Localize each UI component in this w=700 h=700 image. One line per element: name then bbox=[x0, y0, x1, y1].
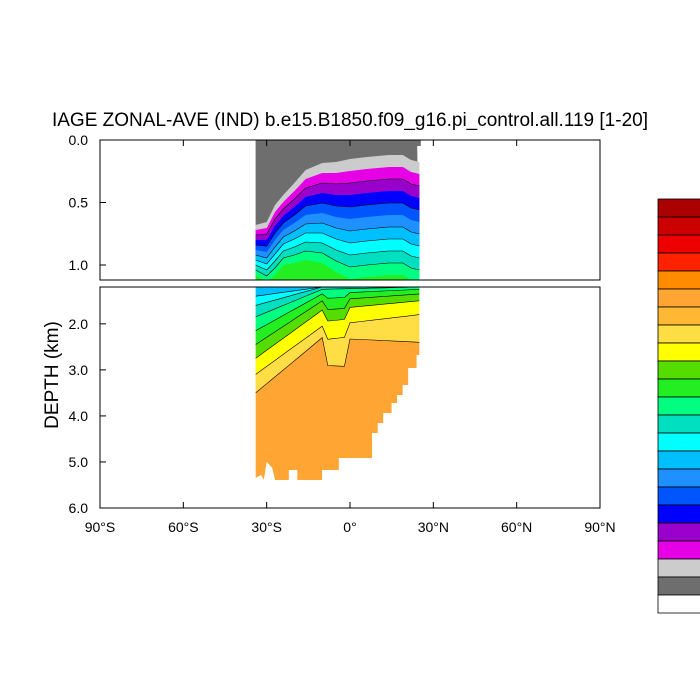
colorbar-legend bbox=[657, 198, 700, 614]
chart-title: IAGE ZONAL-AVE (IND) b.e15.B1850.f09_g16… bbox=[52, 110, 648, 131]
y-tick-label: 3.0 bbox=[69, 362, 89, 378]
contour-line bbox=[255, 293, 420, 345]
x-tick-label: 60°S bbox=[168, 519, 199, 535]
y-axis-label: DEPTH (km) bbox=[42, 321, 63, 429]
contour-line bbox=[255, 241, 420, 271]
colorbar-swatch bbox=[657, 468, 700, 488]
colorbar-swatch bbox=[657, 288, 700, 308]
x-tick-label: 90°N bbox=[584, 519, 615, 535]
y-tick-label: 2.0 bbox=[69, 316, 89, 332]
colorbar-swatch bbox=[657, 234, 700, 254]
colorbar-swatch bbox=[657, 576, 700, 596]
colorbar-swatch bbox=[657, 504, 700, 524]
y-tick-label: 0.5 bbox=[69, 195, 89, 211]
contour-line bbox=[255, 300, 420, 359]
colorbar-swatch bbox=[657, 450, 700, 470]
contour-line bbox=[255, 178, 420, 236]
colorbar-swatch bbox=[657, 252, 700, 272]
y-tick-label: 0.0 bbox=[69, 132, 89, 148]
colorbar-swatch bbox=[657, 342, 700, 362]
colorbar-swatch bbox=[657, 360, 700, 380]
colorbar-swatch bbox=[657, 594, 700, 614]
contour-line bbox=[255, 337, 420, 394]
y-tick-label: 4.0 bbox=[69, 408, 89, 424]
contour-band bbox=[255, 287, 420, 317]
contour-line bbox=[255, 202, 420, 247]
colorbar-swatch bbox=[657, 522, 700, 542]
y-tick-label: 6.0 bbox=[69, 500, 89, 516]
x-tick-label: 30°S bbox=[251, 519, 282, 535]
contour-line bbox=[255, 287, 420, 318]
x-tick-label: 90°S bbox=[85, 519, 116, 535]
contour-band bbox=[255, 287, 420, 306]
land-mask bbox=[100, 287, 600, 508]
x-tick-label: 30°N bbox=[418, 519, 449, 535]
contour-line bbox=[255, 250, 420, 277]
colorbar-swatch bbox=[657, 324, 700, 344]
colorbar-swatch bbox=[657, 378, 700, 398]
colorbar-swatch bbox=[657, 216, 700, 236]
upper-contour-fill bbox=[255, 140, 421, 280]
colorbar-swatch bbox=[657, 414, 700, 434]
y-tick-label: 1.0 bbox=[69, 257, 89, 273]
colorbar-swatch bbox=[657, 270, 700, 290]
colorbar-swatch bbox=[657, 306, 700, 326]
colorbar-swatch bbox=[657, 486, 700, 506]
contour-line bbox=[255, 287, 420, 306]
x-tick-label: 0° bbox=[343, 519, 356, 535]
contour-line bbox=[255, 289, 420, 331]
x-tick-label: 60°N bbox=[501, 519, 532, 535]
colorbar-swatch bbox=[657, 432, 700, 452]
colorbar-swatch bbox=[657, 558, 700, 578]
x-axis: 90°S 60°S 30°S 0° 30°N 60°N 90°N bbox=[85, 140, 616, 535]
lower-contour-fill bbox=[100, 287, 600, 508]
contour-line bbox=[255, 287, 420, 297]
contour-line bbox=[255, 222, 420, 259]
contour-line bbox=[255, 232, 420, 265]
upper-panel: 0.0 0.5 1.0 bbox=[69, 132, 601, 281]
colorbar-swatch bbox=[657, 396, 700, 416]
y-tick-label: 5.0 bbox=[69, 454, 89, 470]
lower-panel: 2.0 3.0 4.0 5.0 6.0 bbox=[69, 286, 601, 516]
contour-band-12 bbox=[255, 260, 412, 280]
contour-line bbox=[255, 314, 420, 375]
colorbar-swatch bbox=[657, 198, 700, 218]
colorbar-swatch bbox=[657, 540, 700, 560]
contour-band bbox=[255, 287, 420, 297]
